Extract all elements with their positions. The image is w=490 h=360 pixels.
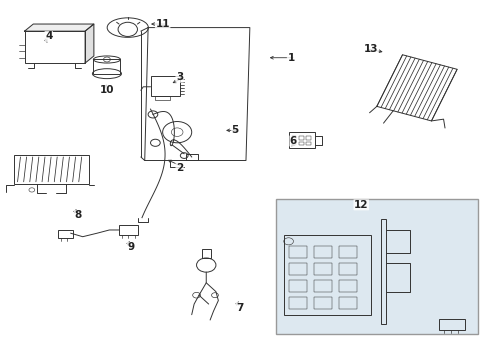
Bar [24, 31, 85, 63]
Bar [299, 142, 304, 145]
Bar [306, 136, 311, 140]
Bar [381, 219, 387, 324]
Text: 10: 10 [99, 85, 114, 95]
Bar [314, 280, 332, 292]
Text: 6: 6 [290, 136, 297, 146]
Bar [299, 136, 304, 140]
Text: 1: 1 [288, 53, 294, 63]
Text: 4: 4 [45, 31, 52, 41]
Text: 2: 2 [176, 163, 183, 172]
Bar [155, 96, 170, 100]
Polygon shape [24, 24, 94, 31]
Text: 9: 9 [127, 242, 135, 252]
Bar [314, 246, 332, 258]
Bar [289, 263, 307, 275]
Text: 8: 8 [74, 211, 81, 220]
Bar [94, 59, 121, 74]
Text: 3: 3 [176, 72, 183, 82]
Bar [119, 225, 138, 235]
Bar [314, 297, 332, 309]
Bar [150, 76, 180, 96]
Bar [314, 263, 332, 275]
Text: 13: 13 [364, 44, 378, 54]
Bar [306, 142, 311, 145]
Bar [58, 230, 73, 238]
Bar [292, 142, 296, 145]
Polygon shape [85, 24, 94, 63]
Bar [339, 297, 357, 309]
Bar [289, 297, 307, 309]
Bar [202, 249, 211, 258]
Bar [276, 199, 478, 334]
Bar [284, 235, 371, 315]
Bar [339, 280, 357, 292]
Bar [292, 136, 296, 140]
Text: 7: 7 [237, 303, 244, 312]
Bar [289, 132, 315, 148]
Text: 12: 12 [354, 200, 368, 210]
Bar [14, 155, 89, 184]
Bar [439, 319, 466, 330]
Text: 5: 5 [232, 125, 239, 135]
Bar [289, 246, 307, 258]
Text: 11: 11 [155, 19, 170, 29]
Bar [339, 263, 357, 275]
Bar [289, 280, 307, 292]
Bar [339, 246, 357, 258]
